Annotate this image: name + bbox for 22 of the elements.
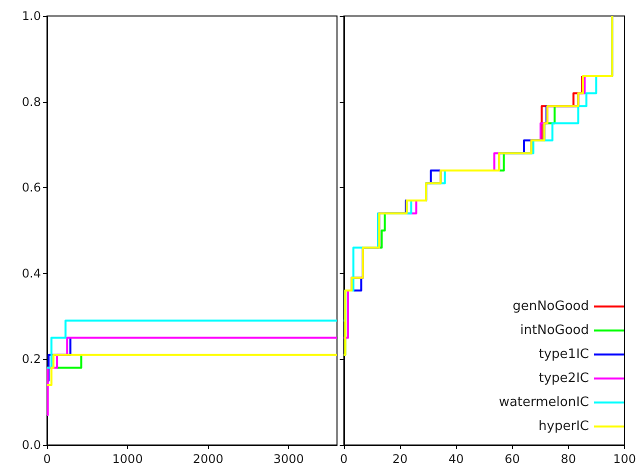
y-tick-label: 1.0: [22, 9, 41, 23]
legend-label: type1IC: [538, 347, 589, 362]
x-tick-label: 20: [392, 452, 408, 466]
x-tick-label: 80: [560, 452, 576, 466]
y-tick-label: 0.0: [22, 438, 41, 452]
x-tick-label: 0: [340, 452, 348, 466]
x-tick-label: 60: [504, 452, 520, 466]
x-tick-label: 2000: [192, 452, 224, 466]
x-tick-label: 40: [448, 452, 464, 466]
y-tick-label: 0.8: [22, 94, 41, 109]
x-tick-label: 3000: [273, 452, 304, 466]
x-tick-label: 0: [43, 452, 51, 466]
x-tick-label: 100: [613, 452, 636, 466]
y-tick-label: 0.6: [22, 180, 41, 195]
legend-label: type2IC: [538, 371, 589, 386]
legend-label: hyperIC: [538, 419, 589, 434]
legend-label: intNoGood: [520, 323, 589, 338]
legend-label: genNoGood: [512, 299, 589, 314]
y-tick-label: 0.2: [22, 352, 41, 366]
y-tick-label: 0.4: [22, 266, 41, 280]
x-tick-label: 1000: [112, 452, 143, 466]
legend-label: watermelonIC: [498, 395, 589, 410]
